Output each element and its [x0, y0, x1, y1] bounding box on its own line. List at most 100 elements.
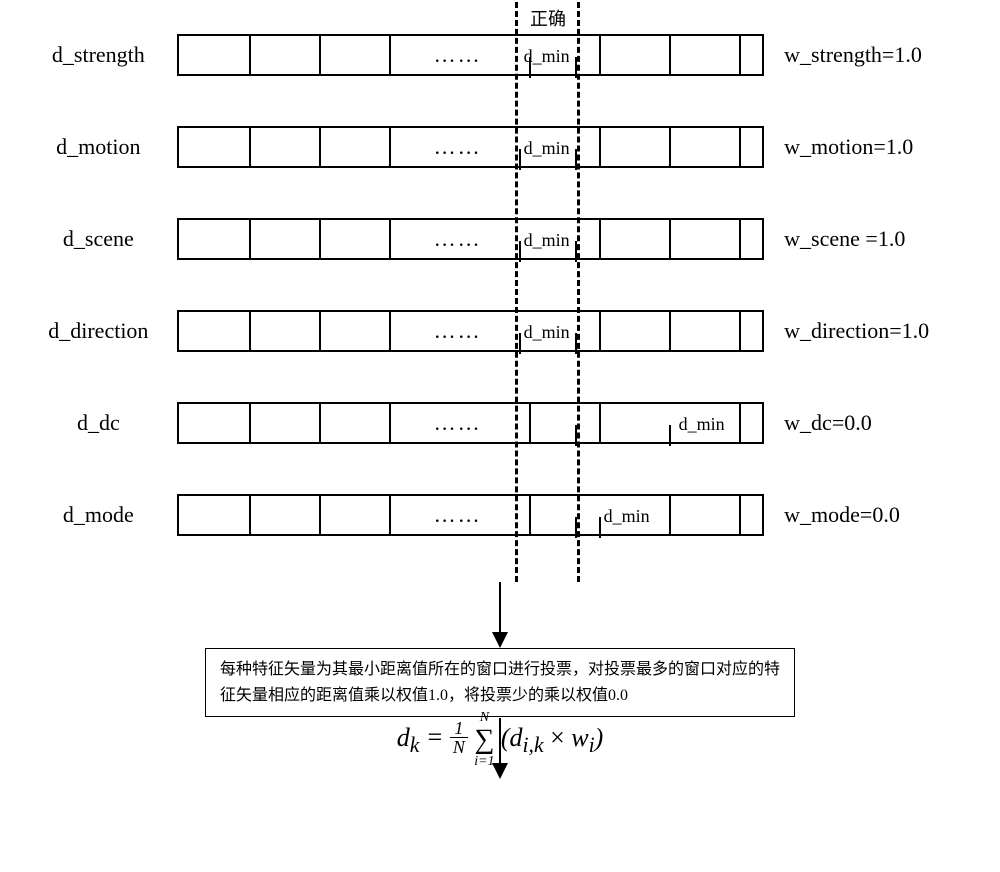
- d-min-label: d_min: [524, 230, 570, 251]
- formula-lhs: dk: [397, 723, 420, 752]
- feature-row: d_direction …… d_min w_direction=1.0: [20, 306, 980, 356]
- tick-mark: [599, 34, 601, 76]
- feature-row: d_strength……d_minw_strength=1.0: [20, 30, 980, 80]
- weight-label: w_strength=1.0: [764, 42, 980, 68]
- row-label: d_strength: [20, 42, 177, 68]
- tick-mark: [319, 402, 321, 444]
- bar-wrap: ……d_min: [177, 34, 765, 76]
- ellipsis: ……: [434, 226, 482, 252]
- tick-mark-half: [575, 241, 577, 262]
- bar-wrap: …… d_min: [177, 494, 765, 536]
- row-label: d_scene: [20, 226, 177, 252]
- d-min-label: d_min: [524, 322, 570, 343]
- bar-wrap: ……d_min: [177, 402, 765, 444]
- tick-mark: [599, 126, 601, 168]
- connector-line-1: [499, 582, 501, 632]
- feature-row: d_mode …… d_min w_mode=0.0: [20, 490, 980, 540]
- tick-mark-half: [519, 333, 521, 354]
- tick-mark: [739, 126, 741, 168]
- d-min-label: d_min: [524, 138, 570, 159]
- tick-mark: [389, 310, 391, 352]
- equals-sign: =: [426, 723, 450, 752]
- row-label: d_dc: [20, 410, 177, 436]
- sum-upper: N: [480, 710, 489, 726]
- ellipsis: ……: [434, 318, 482, 344]
- tick-mark: [669, 126, 671, 168]
- d-min-label: d_min: [524, 46, 570, 67]
- tick-mark: [389, 34, 391, 76]
- tick-mark: [389, 218, 391, 260]
- timeline-bar: …… d_min: [177, 126, 765, 168]
- formula-parens: (di,k × wi): [501, 723, 603, 752]
- feature-row: d_scene …… d_min w_scene =1.0: [20, 214, 980, 264]
- fraction: 1 N: [450, 719, 468, 756]
- ellipsis: ……: [434, 502, 482, 528]
- tick-mark: [739, 494, 741, 536]
- tick-mark: [669, 34, 671, 76]
- description-text: 每种特征矢量为其最小距离值所在的窗口进行投票，对投票最多的窗口对应的特征矢量相应…: [220, 661, 780, 704]
- ellipsis: ……: [434, 134, 482, 160]
- tick-mark: [249, 34, 251, 76]
- row-label: d_mode: [20, 502, 177, 528]
- tick-mark: [389, 402, 391, 444]
- rows-container: d_strength……d_minw_strength=1.0d_motion……: [20, 30, 980, 540]
- tick-mark-half: [575, 149, 577, 170]
- arrow-down-icon: [492, 632, 508, 648]
- timeline-bar: …… d_min: [177, 310, 765, 352]
- tick-mark: [669, 310, 671, 352]
- row-label: d_motion: [20, 134, 177, 160]
- tick-mark: [739, 218, 741, 260]
- tick-mark-half: [599, 517, 601, 538]
- tick-mark: [319, 34, 321, 76]
- tick-mark: [599, 218, 601, 260]
- tick-mark: [739, 310, 741, 352]
- weight-label: w_motion=1.0: [764, 134, 980, 160]
- weight-label: w_mode=0.0: [764, 502, 980, 528]
- tick-mark-half: [575, 425, 577, 446]
- tick-mark: [249, 310, 251, 352]
- tick-mark: [529, 494, 531, 536]
- tick-mark: [389, 494, 391, 536]
- ellipsis: ……: [434, 410, 482, 436]
- feature-row: d_motion …… d_min w_motion=1.0: [20, 122, 980, 172]
- tick-mark: [739, 34, 741, 76]
- bar-wrap: …… d_min: [177, 126, 765, 168]
- tick-mark: [669, 218, 671, 260]
- bar-wrap: …… d_min: [177, 218, 765, 260]
- tick-mark-half: [575, 333, 577, 354]
- tick-mark: [249, 494, 251, 536]
- tick-mark-half: [575, 57, 577, 78]
- top-correct-label: 正确: [530, 5, 566, 31]
- row-label: d_direction: [20, 318, 177, 344]
- tick-mark: [319, 310, 321, 352]
- tick-mark-half: [575, 517, 577, 538]
- weight-label: w_dc=0.0: [764, 410, 980, 436]
- weight-label: w_direction=1.0: [764, 318, 980, 344]
- weight-label: w_scene =1.0: [764, 226, 980, 252]
- fraction-denominator: N: [450, 738, 468, 756]
- tick-mark: [319, 218, 321, 260]
- tick-mark-half: [669, 425, 671, 446]
- sum-lower: i=1: [474, 754, 494, 770]
- tick-mark: [249, 402, 251, 444]
- tick-mark: [739, 402, 741, 444]
- below-area: 每种特征矢量为其最小距离值所在的窗口进行投票，对投票最多的窗口对应的特征矢量相应…: [20, 582, 980, 842]
- connector-line-2: [499, 718, 501, 763]
- tick-mark-half: [519, 241, 521, 262]
- tick-mark-half: [519, 149, 521, 170]
- d-min-label: d_min: [604, 506, 650, 527]
- timeline-bar: …… d_min: [177, 494, 765, 536]
- timeline-bar: ……d_min: [177, 402, 765, 444]
- figure: 正确 d_strength……d_minw_strength=1.0d_moti…: [20, 30, 980, 842]
- fraction-numerator: 1: [450, 719, 468, 738]
- bar-wrap: …… d_min: [177, 310, 765, 352]
- tick-mark: [599, 402, 601, 444]
- timeline-bar: ……d_min: [177, 34, 765, 76]
- timeline-bar: …… d_min: [177, 218, 765, 260]
- tick-mark: [249, 218, 251, 260]
- tick-mark: [319, 126, 321, 168]
- tick-mark: [389, 126, 391, 168]
- feature-row: d_dc……d_minw_dc=0.0: [20, 398, 980, 448]
- tick-mark: [599, 310, 601, 352]
- tick-mark: [669, 494, 671, 536]
